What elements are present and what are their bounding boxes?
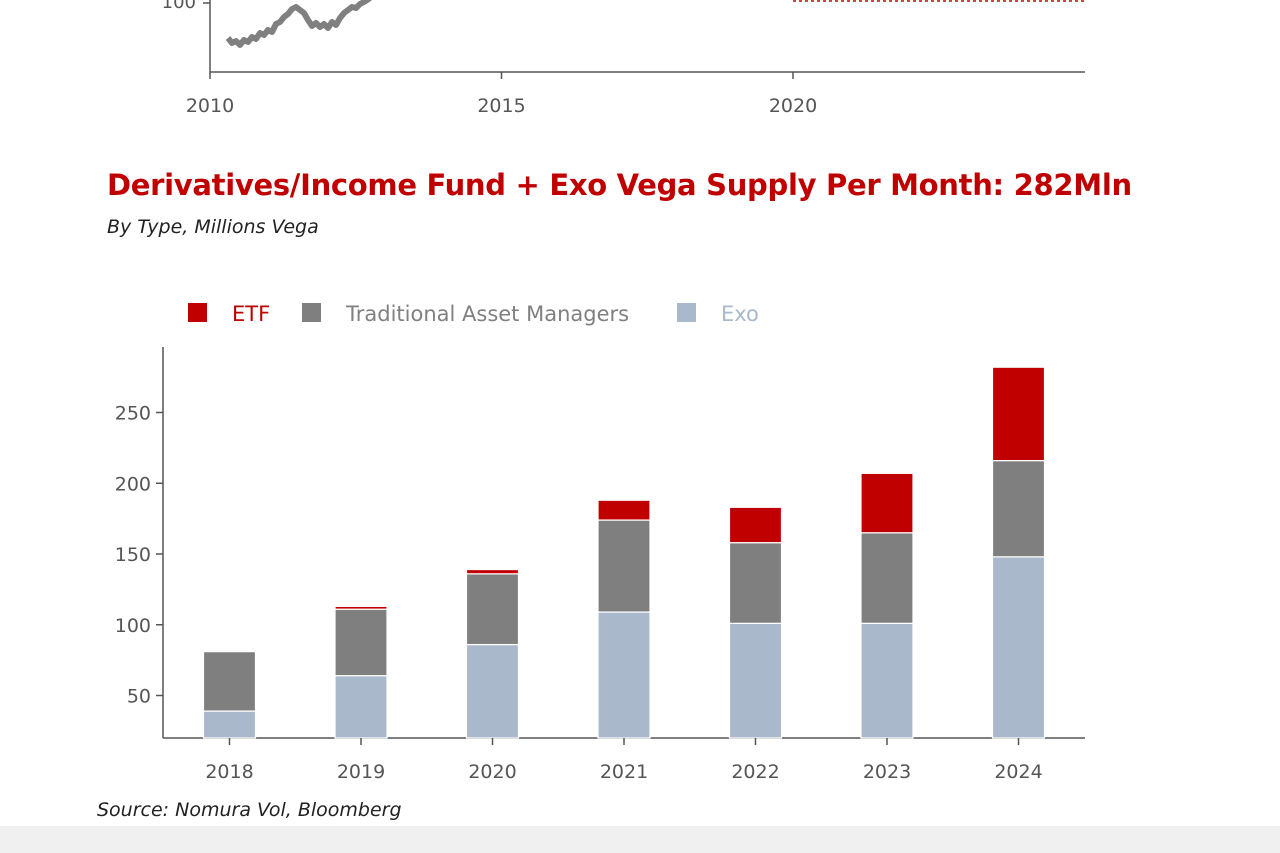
bar-etf-2020 (465, 568, 520, 575)
legend-swatch-exo (677, 303, 696, 322)
bar-traditional-asset-managers-2018 (202, 651, 257, 712)
bar-exo-2020 (465, 643, 520, 739)
bar-exo-2018 (202, 710, 257, 739)
x-tick-label: 2021 (600, 761, 648, 783)
bar-etf-2024 (991, 366, 1046, 462)
bar-traditional-asset-managers-2022 (728, 542, 783, 624)
top-x-tick-label: 2015 (477, 95, 525, 117)
chart-title: Derivatives/Income Fund + Exo Vega Suppl… (107, 168, 1132, 202)
x-tick-label: 2023 (863, 761, 911, 783)
source-note: Source: Nomura Vol, Bloomberg (97, 799, 402, 821)
legend-label: ETF (232, 302, 270, 326)
legend-label: Exo (721, 302, 759, 326)
x-tick-label: 2018 (205, 761, 253, 783)
y-tick-label: 100 (115, 615, 151, 637)
y-tick-label: 250 (115, 403, 151, 425)
x-tick-label: 2024 (994, 761, 1042, 783)
bar-exo-2019 (334, 675, 388, 739)
legend-swatch-traditional-asset-managers (302, 303, 321, 322)
legend-label: Traditional Asset Managers (345, 302, 629, 326)
bar-traditional-asset-managers-2024 (991, 460, 1046, 558)
bar-etf-2022 (728, 506, 783, 544)
y-tick-label: 50 (127, 686, 151, 708)
bar-traditional-asset-managers-2019 (334, 608, 388, 677)
bar-exo-2024 (991, 556, 1046, 739)
y-tick-label: 200 (115, 473, 151, 495)
top-series-line (225, 0, 372, 48)
x-tick-label: 2019 (337, 761, 385, 783)
chart-subtitle: By Type, Millions Vega (107, 216, 319, 238)
bar-etf-2021 (597, 499, 651, 521)
bar-traditional-asset-managers-2020 (465, 573, 520, 646)
bar-traditional-asset-managers-2023 (860, 532, 914, 624)
stacked-bar-chart: ETF Traditional Asset Managers Exo 50 100 15… (115, 302, 1085, 783)
top-line-chart: 100 2010 2015 2020 (162, 0, 1085, 117)
top-x-tick-label: 2010 (186, 95, 234, 117)
bottom-bar (0, 826, 1280, 853)
bar-exo-2023 (860, 622, 914, 739)
bar-exo-2021 (597, 611, 651, 739)
x-tick-label: 2020 (468, 761, 516, 783)
y-tick-label: 150 (115, 544, 151, 566)
bar-traditional-asset-managers-2021 (597, 519, 651, 613)
legend: ETF Traditional Asset Managers Exo (188, 302, 759, 326)
bar-exo-2022 (728, 622, 783, 739)
x-tick-label: 2022 (731, 761, 779, 783)
bar-etf-2019 (334, 605, 388, 610)
top-x-tick-label: 2020 (769, 95, 817, 117)
bar-etf-2023 (860, 472, 914, 534)
legend-swatch-etf (188, 303, 207, 322)
top-y-tick-label: 100 (162, 0, 196, 13)
